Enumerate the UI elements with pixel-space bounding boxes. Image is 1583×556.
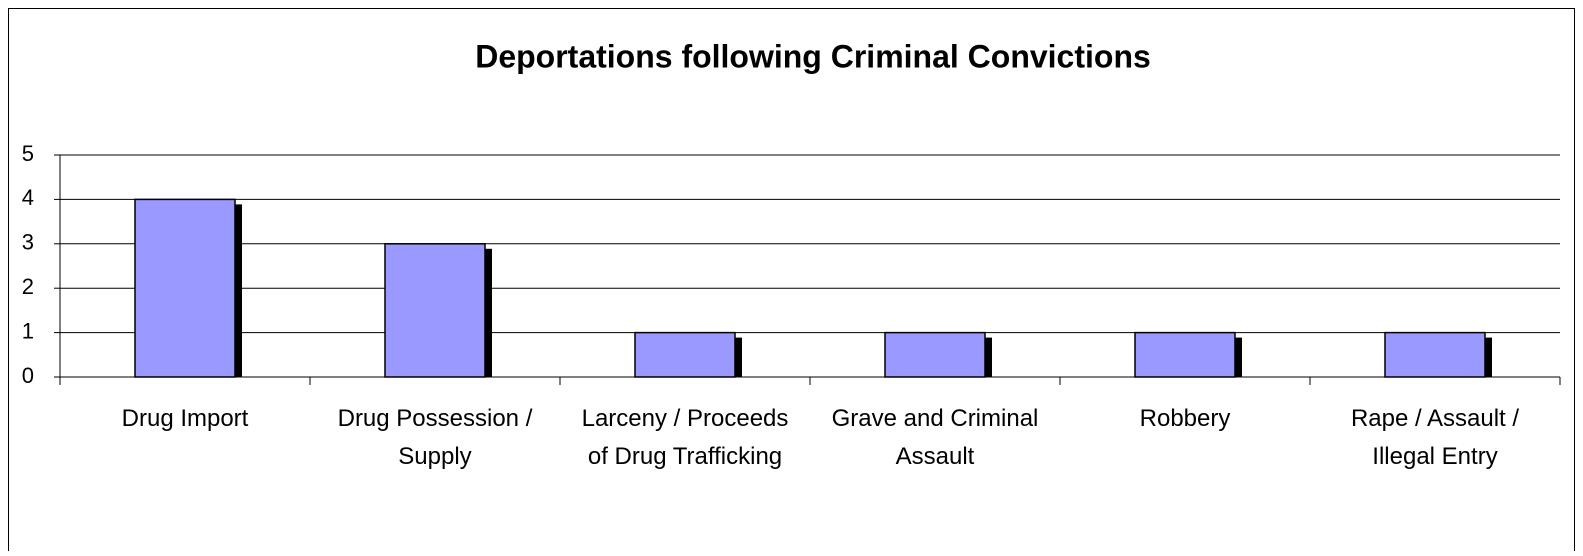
y-tick-label: 2 [22, 274, 34, 299]
x-tick-label: Larceny / Proceeds of Drug Trafficking [581, 405, 789, 470]
x-tick-label-box: Robbery [1139, 405, 1231, 432]
x-tick-label: Rape / Assault / Illegal Entry [1350, 405, 1520, 470]
bar [384, 243, 486, 378]
y-tick-label: 4 [22, 185, 34, 210]
x-tick-label-box: Grave and Criminal Assault [831, 405, 1039, 470]
x-tick-label-box: Drug Possession / Supply [337, 405, 533, 470]
y-tick-label: 1 [22, 318, 34, 343]
y-tick-label: 0 [22, 363, 34, 388]
chart-frame [8, 8, 1575, 556]
bar [884, 331, 986, 378]
x-tick-label: Drug Import [121, 405, 249, 432]
x-tick-label: Grave and Criminal Assault [831, 405, 1039, 470]
y-tick-label: 3 [22, 230, 34, 255]
bar [634, 331, 736, 378]
bar [1134, 331, 1236, 378]
bar [1384, 331, 1486, 378]
x-tick-label-box: Larceny / Proceeds of Drug Trafficking [581, 405, 789, 470]
x-tick-label-box: Rape / Assault / Illegal Entry [1350, 405, 1520, 470]
x-tick-label: Robbery [1139, 405, 1231, 432]
x-tick-label-box: Drug Import [121, 405, 249, 432]
y-tick-label: 5 [22, 141, 34, 166]
bar [134, 198, 236, 378]
chart-title: Deportations following Criminal Convicti… [475, 38, 1151, 74]
x-tick-label: Drug Possession / Supply [337, 405, 533, 470]
